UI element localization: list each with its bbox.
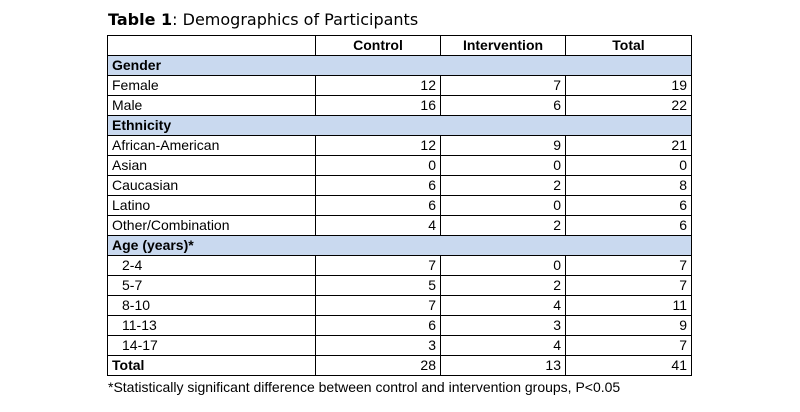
cell-control: 5 — [315, 275, 441, 296]
header-cell-intervention: Intervention — [440, 35, 566, 56]
header-cell-total: Total — [565, 35, 692, 56]
cell-control: 6 — [315, 175, 441, 196]
table-row: Other/Combination 4 2 6 — [107, 215, 692, 236]
table-footnote: *Statistically significant difference be… — [108, 379, 621, 395]
table-row: Male 16 6 22 — [107, 95, 692, 116]
section-row-age: Age (years)* — [107, 235, 692, 256]
cell-total: 22 — [565, 95, 692, 116]
cell-control: 6 — [315, 315, 441, 336]
total-label: Total — [107, 355, 316, 376]
row-label: 2-4 — [107, 255, 316, 276]
cell-control: 12 — [315, 75, 441, 96]
total-row: Total 28 13 41 — [107, 355, 692, 376]
cell-intervention: 2 — [440, 275, 566, 296]
demographics-table: Control Intervention Total Gender Female… — [107, 35, 692, 376]
cell-total: 6 — [565, 195, 692, 216]
table-caption-text: : Demographics of Participants — [172, 10, 419, 29]
total-total: 41 — [565, 355, 692, 376]
table-caption-label: Table 1 — [108, 10, 173, 29]
header-cell-blank — [107, 35, 316, 56]
cell-intervention: 6 — [440, 95, 566, 116]
cell-control: 7 — [315, 255, 441, 276]
cell-total: 9 — [565, 315, 692, 336]
section-title: Gender — [107, 55, 692, 76]
cell-total: 8 — [565, 175, 692, 196]
section-row-gender: Gender — [107, 55, 692, 76]
header-cell-control: Control — [315, 35, 441, 56]
cell-intervention: 4 — [440, 295, 566, 316]
table-row: 11-13 6 3 9 — [107, 315, 692, 336]
row-label: 8-10 — [107, 295, 316, 316]
cell-intervention: 2 — [440, 215, 566, 236]
table-row: 2-4 7 0 7 — [107, 255, 692, 276]
section-title: Ethnicity — [107, 115, 692, 136]
cell-total: 11 — [565, 295, 692, 316]
cell-intervention: 0 — [440, 255, 566, 276]
row-label: 11-13 — [107, 315, 316, 336]
cell-control: 6 — [315, 195, 441, 216]
cell-intervention: 7 — [440, 75, 566, 96]
cell-intervention: 0 — [440, 195, 566, 216]
total-control: 28 — [315, 355, 441, 376]
row-label: 14-17 — [107, 335, 316, 356]
cell-control: 3 — [315, 335, 441, 356]
cell-intervention: 9 — [440, 135, 566, 156]
section-row-ethnicity: Ethnicity — [107, 115, 692, 136]
cell-total: 7 — [565, 275, 692, 296]
table-row: Asian 0 0 0 — [107, 155, 692, 176]
cell-control: 7 — [315, 295, 441, 316]
row-label: Male — [107, 95, 316, 116]
row-label: Caucasian — [107, 175, 316, 196]
table-row: 5-7 5 2 7 — [107, 275, 692, 296]
table-row: Latino 6 0 6 — [107, 195, 692, 216]
total-intervention: 13 — [440, 355, 566, 376]
row-label: 5-7 — [107, 275, 316, 296]
cell-intervention: 0 — [440, 155, 566, 176]
row-label: African-American — [107, 135, 316, 156]
cell-intervention: 3 — [440, 315, 566, 336]
cell-total: 0 — [565, 155, 692, 176]
cell-intervention: 2 — [440, 175, 566, 196]
table-row: 14-17 3 4 7 — [107, 335, 692, 356]
section-title: Age (years)* — [107, 235, 692, 256]
table-header-row: Control Intervention Total — [107, 35, 692, 56]
row-label: Asian — [107, 155, 316, 176]
cell-total: 21 — [565, 135, 692, 156]
table-row: African-American 12 9 21 — [107, 135, 692, 156]
cell-control: 0 — [315, 155, 441, 176]
table-row: Female 12 7 19 — [107, 75, 692, 96]
table-row: 8-10 7 4 11 — [107, 295, 692, 316]
table-caption: Table 1: Demographics of Participants — [108, 10, 418, 30]
cell-control: 12 — [315, 135, 441, 156]
cell-total: 7 — [565, 335, 692, 356]
table-row: Caucasian 6 2 8 — [107, 175, 692, 196]
row-label: Other/Combination — [107, 215, 316, 236]
cell-total: 7 — [565, 255, 692, 276]
row-label: Female — [107, 75, 316, 96]
cell-control: 4 — [315, 215, 441, 236]
cell-total: 19 — [565, 75, 692, 96]
cell-control: 16 — [315, 95, 441, 116]
cell-intervention: 4 — [440, 335, 566, 356]
row-label: Latino — [107, 195, 316, 216]
cell-total: 6 — [565, 215, 692, 236]
